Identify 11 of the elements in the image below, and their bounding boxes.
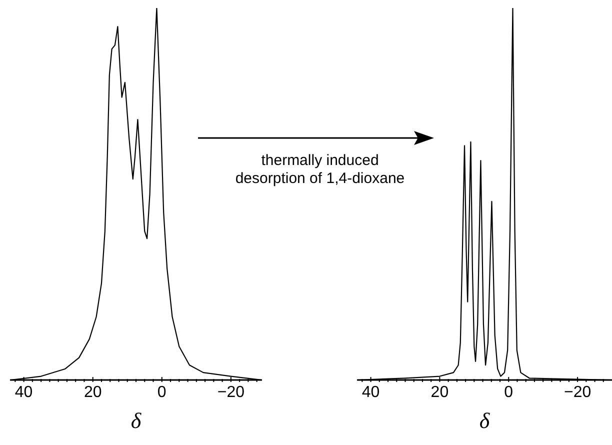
annotation: thermally induced desorption of 1,4-dioxane [234, 152, 406, 188]
x-axis-title: δ [479, 408, 490, 433]
x-tick-label: −20 [217, 384, 245, 401]
x-tick-label: 0 [157, 384, 166, 401]
x-axis-title: δ [130, 408, 142, 433]
x-tick-label: 40 [362, 384, 380, 401]
x-tick-label: −20 [564, 384, 592, 401]
x-tick-label: 20 [430, 384, 449, 401]
x-tick-label: 40 [14, 384, 33, 401]
x-tick-label: 20 [84, 384, 102, 401]
x-tick-label: 0 [504, 384, 514, 401]
